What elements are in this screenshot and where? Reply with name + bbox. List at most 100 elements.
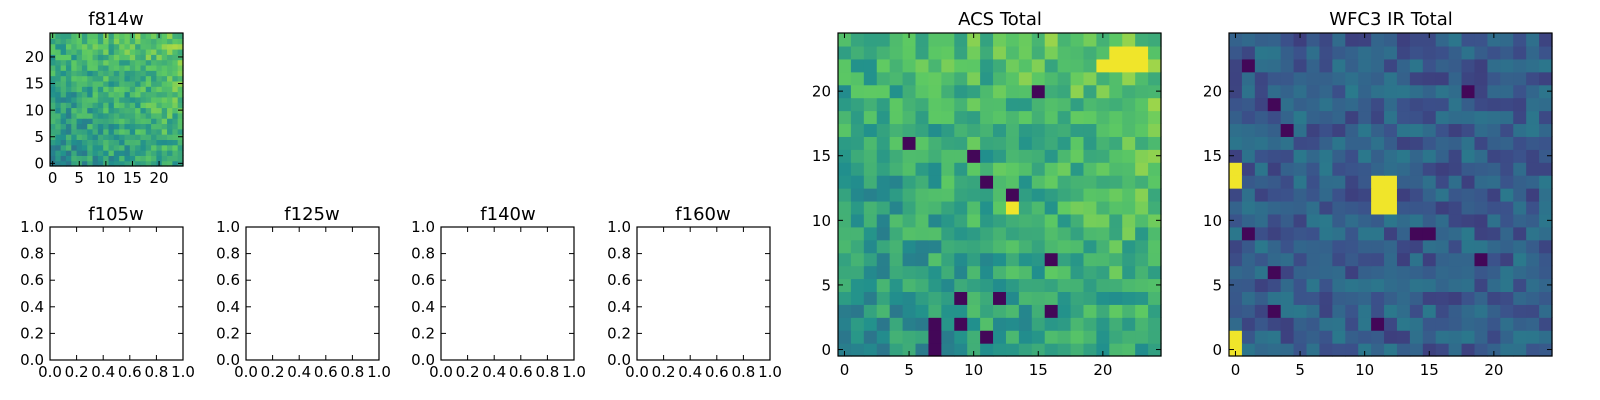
heatmap-cell	[1422, 84, 1437, 99]
heatmap-cell	[1057, 278, 1072, 292]
heatmap-cell	[1280, 123, 1295, 137]
heatmap-cell	[1384, 343, 1398, 357]
heatmap-cell	[97, 70, 104, 77]
heatmap-cell	[97, 160, 104, 167]
heatmap-cell	[135, 134, 142, 140]
heatmap-cell	[1539, 58, 1553, 73]
heatmap-cell	[103, 128, 110, 135]
heatmap-cell	[140, 75, 147, 82]
heatmap-cell	[980, 317, 994, 331]
heatmap-cell	[119, 160, 126, 167]
heatmap-cell	[1122, 33, 1136, 47]
heatmap-cell	[1280, 45, 1295, 60]
heatmap-cell	[65, 64, 72, 71]
heatmap-cell	[863, 97, 878, 112]
panel-wfc3-ir-total: WFC3 IR Total 0 5 10 15 20 0 5 10 15 20	[1203, 9, 1553, 379]
panel-title-f140w: f140w	[480, 204, 535, 225]
heatmap-cell	[1396, 71, 1411, 86]
heatmap-cell	[1122, 226, 1136, 241]
heatmap-cell	[1031, 136, 1046, 150]
heatmap-cell	[1083, 188, 1097, 202]
heatmap-cell	[1422, 226, 1437, 241]
heatmap-cell	[838, 45, 852, 60]
heatmap-cell	[1031, 265, 1046, 280]
heatmap-cell	[1148, 200, 1162, 215]
heatmap-cell	[1371, 84, 1385, 99]
heatmap-cell	[1306, 84, 1321, 99]
heatmap-cell	[135, 91, 142, 98]
heatmap-cell	[1461, 213, 1476, 228]
heatmap-cell	[151, 150, 157, 156]
heatmap-cell	[119, 59, 126, 66]
heatmap-cell	[838, 58, 852, 73]
heatmap-cell	[151, 107, 157, 114]
heatmap-cell	[1474, 330, 1488, 344]
heatmap-cell	[1396, 175, 1411, 189]
heatmap-cell	[1109, 239, 1123, 254]
heatmap-cell	[1070, 278, 1085, 292]
heatmap-cell	[1096, 175, 1110, 189]
heatmap-cell	[151, 96, 157, 103]
heatmap-cell	[1241, 136, 1256, 150]
heatmap-cell	[108, 144, 115, 151]
heatmap-cell	[124, 118, 131, 125]
heatmap-cell	[60, 144, 67, 151]
heatmap-cell	[1409, 110, 1424, 125]
x-tick-label: 10	[96, 169, 115, 187]
heatmap-cell	[113, 102, 120, 109]
heatmap-cell	[915, 304, 930, 318]
heatmap-cell	[1293, 33, 1308, 47]
heatmap-cell	[172, 150, 179, 156]
heatmap-cell	[967, 123, 981, 137]
heatmap-cell	[876, 136, 891, 150]
heatmap-cell	[167, 139, 173, 146]
heatmap-cell	[156, 43, 163, 50]
heatmap-cell	[65, 144, 72, 151]
heatmap-cell	[60, 80, 67, 87]
heatmap-cell	[1109, 84, 1123, 99]
heatmap-cell	[1018, 45, 1033, 60]
heatmap-cell	[108, 64, 115, 71]
heatmap-cell	[1435, 84, 1450, 99]
heatmap-cell	[50, 64, 56, 71]
heatmap-cell	[1474, 317, 1488, 331]
heatmap-cell	[151, 139, 157, 146]
heatmap-cell	[92, 160, 99, 167]
heatmap-cell	[1500, 343, 1514, 357]
heatmap-cell	[928, 136, 942, 150]
heatmap-cell	[1044, 149, 1059, 163]
heatmap-cell	[1474, 304, 1488, 318]
heatmap-cell	[1018, 58, 1033, 73]
heatmap-cell	[1229, 84, 1243, 99]
heatmap-cell	[55, 102, 62, 109]
heatmap-cell	[161, 139, 168, 146]
heatmap-cell	[103, 123, 110, 130]
heatmap-cell	[135, 33, 142, 39]
heatmap-cell	[113, 112, 120, 119]
heatmap-cell	[928, 317, 942, 331]
heatmap-cell	[124, 102, 131, 109]
heatmap-cell	[941, 291, 955, 305]
heatmap-cell	[850, 213, 865, 228]
heatmap-cell	[1044, 291, 1059, 305]
heatmap-cell	[1135, 33, 1149, 47]
heatmap-cell	[1345, 136, 1359, 150]
heatmap-cell	[97, 107, 104, 114]
heatmap-cell	[76, 70, 83, 77]
heatmap-cell	[1526, 162, 1540, 176]
heatmap-cell	[1293, 123, 1308, 137]
heatmap-cell	[1031, 226, 1046, 241]
heatmap-cell	[145, 91, 152, 98]
heatmap-cell	[1070, 200, 1085, 215]
heatmap-cell	[1409, 33, 1424, 47]
heatmap-cell	[103, 134, 110, 140]
y-tick-label: 0	[821, 341, 831, 359]
heatmap-cell	[1319, 188, 1333, 202]
heatmap-cell	[1070, 343, 1085, 357]
heatmap-cell	[1461, 265, 1476, 280]
heatmap-cell	[1044, 317, 1059, 331]
heatmap-cell	[1018, 33, 1033, 47]
heatmap-cell	[1500, 213, 1514, 228]
heatmap-cell	[129, 112, 136, 119]
